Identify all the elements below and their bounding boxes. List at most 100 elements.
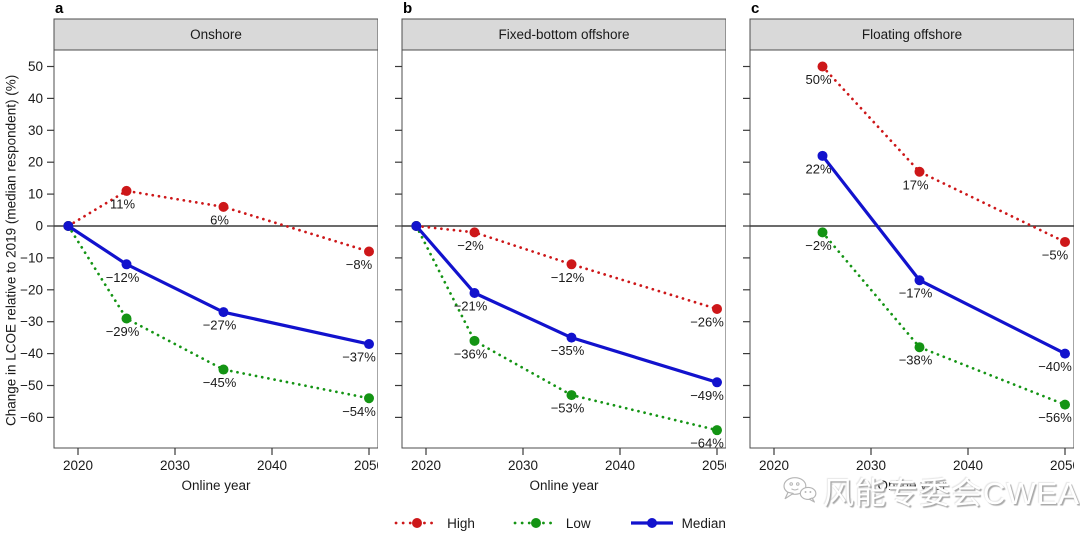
- series-line-median: [67, 224, 370, 346]
- data-point-label: −64%: [690, 436, 724, 451]
- data-point-low: [712, 425, 722, 436]
- y-axis-tick-label: −20: [20, 282, 43, 297]
- legend-label: Low: [565, 515, 591, 531]
- panel-letter-c: c: [751, 0, 760, 17]
- panel-title: Onshore: [190, 27, 242, 42]
- data-point-label: −29%: [106, 324, 140, 339]
- data-point-low: [1060, 399, 1070, 410]
- data-point-label: −40%: [1038, 359, 1072, 374]
- data-point-median: [63, 221, 74, 231]
- x-axis-tick-label: 2040: [605, 458, 635, 473]
- x-axis-tick-label: 2020: [759, 458, 789, 473]
- x-axis-label: Online year: [877, 478, 947, 493]
- panel-onshore: a Onshore 50 40 30 20 10 0 −10 −20 −30 −40 −50 −60 202…: [0, 0, 378, 502]
- data-point-median: [817, 150, 828, 161]
- panel-letter-b: b: [403, 0, 413, 17]
- panel-title: Fixed-bottom offshore: [498, 27, 629, 42]
- series-line-low: [66, 224, 371, 400]
- x-axis-tick-label: 2040: [257, 458, 287, 473]
- data-point-low: [121, 313, 132, 324]
- plot-area: [749, 18, 1074, 449]
- y-axis-tick-label: 20: [28, 155, 43, 170]
- data-point-median: [364, 339, 374, 350]
- data-point-label: −37%: [342, 350, 376, 365]
- data-point-median: [121, 259, 132, 270]
- y-axis-tick-label: 40: [28, 91, 43, 106]
- data-point-label: −17%: [899, 286, 933, 301]
- data-point-median: [469, 287, 480, 298]
- data-point-high: [566, 259, 577, 270]
- legend-label: Median: [681, 515, 726, 531]
- y-axis-tick-label: −60: [20, 410, 43, 425]
- data-point-low: [218, 364, 229, 375]
- legend-item-high: High: [394, 515, 475, 531]
- data-point-label: 17%: [902, 177, 928, 192]
- chart-panel-svg-b: Fixed-bottom offshore 2020 2030 2040 2050 Onl…: [395, 18, 726, 493]
- data-point-high: [364, 246, 374, 257]
- data-point-label: 11%: [110, 196, 135, 211]
- y-axis-tick-label: 0: [35, 219, 43, 234]
- chart-panel-svg-c: Floating offshore 2020 2030 2040 2050 Online …: [743, 18, 1074, 493]
- panel-title: Floating offshore: [862, 27, 962, 42]
- data-point-label: −2%: [805, 238, 832, 253]
- x-axis-tick-label: 2050: [354, 458, 378, 473]
- x-axis-label: Online year: [529, 478, 599, 493]
- legend-dotted-swatch-icon: [513, 518, 559, 528]
- x-axis-tick-label: 2020: [411, 458, 441, 473]
- data-point-label: −53%: [551, 401, 585, 416]
- panel-floating-offshore: c Floating offshore 2020 2030 2040 2050 Online…: [694, 0, 1074, 502]
- legend-dotted-swatch-icon: [394, 518, 440, 528]
- data-point-label: −8%: [346, 257, 373, 272]
- y-axis-tick-label: −30: [20, 314, 43, 329]
- legend-label: High: [447, 515, 475, 531]
- data-point-label: 22%: [805, 161, 831, 176]
- legend-solid-swatch-icon: [630, 518, 673, 528]
- data-point-low: [566, 390, 577, 401]
- x-axis-tick-label: 2030: [508, 458, 538, 473]
- data-point-median: [218, 307, 229, 318]
- data-point-low: [469, 335, 480, 346]
- legend-item-median: Median: [629, 515, 726, 531]
- data-point-label: −38%: [899, 353, 933, 368]
- data-point-label: 6%: [210, 212, 229, 227]
- data-point-label: −36%: [454, 346, 488, 361]
- x-axis-label: Online year: [181, 478, 251, 493]
- data-point-label: −45%: [203, 375, 237, 390]
- data-point-low: [364, 393, 374, 404]
- plot-area: [53, 18, 378, 449]
- data-point-median: [1060, 348, 1070, 359]
- x-axis-tick-label: 2050: [702, 458, 726, 473]
- x-axis-tick-label: 2040: [953, 458, 983, 473]
- panel-fixed-bottom-offshore: b Fixed-bottom offshore 2020 2030 2040 2050 On…: [346, 0, 726, 502]
- data-point-median: [914, 275, 925, 286]
- x-axis-tick-label: 2030: [160, 458, 190, 473]
- y-axis-tick-label: 10: [28, 187, 43, 202]
- y-axis-tick-label: −10: [20, 250, 43, 265]
- data-point-low: [817, 227, 828, 238]
- legend-item-low: Low: [513, 515, 591, 531]
- data-point-high: [121, 185, 132, 196]
- data-point-median: [712, 377, 722, 388]
- data-point-label: −12%: [551, 270, 585, 285]
- panel-letter-a: a: [55, 0, 64, 17]
- data-point-label: −12%: [106, 270, 140, 285]
- data-point-median: [411, 221, 422, 231]
- y-axis-tick-label: −50: [20, 378, 43, 393]
- x-axis-tick-label: 2020: [63, 458, 93, 473]
- data-point-label: −26%: [690, 314, 724, 329]
- data-point-high: [712, 303, 722, 314]
- data-point-label: −49%: [690, 388, 724, 403]
- data-point-label: −2%: [457, 238, 484, 253]
- plot-area: [401, 18, 726, 449]
- data-point-label: −56%: [1038, 410, 1072, 425]
- data-point-high: [914, 166, 925, 177]
- data-point-high: [469, 227, 480, 238]
- data-point-high: [218, 201, 229, 212]
- y-axis-tick-label: 30: [28, 123, 43, 138]
- data-point-label: −27%: [203, 318, 237, 333]
- data-point-label: −5%: [1042, 247, 1069, 262]
- data-point-median: [566, 332, 577, 343]
- data-point-high: [1060, 236, 1070, 247]
- series-line-high: [821, 65, 1067, 244]
